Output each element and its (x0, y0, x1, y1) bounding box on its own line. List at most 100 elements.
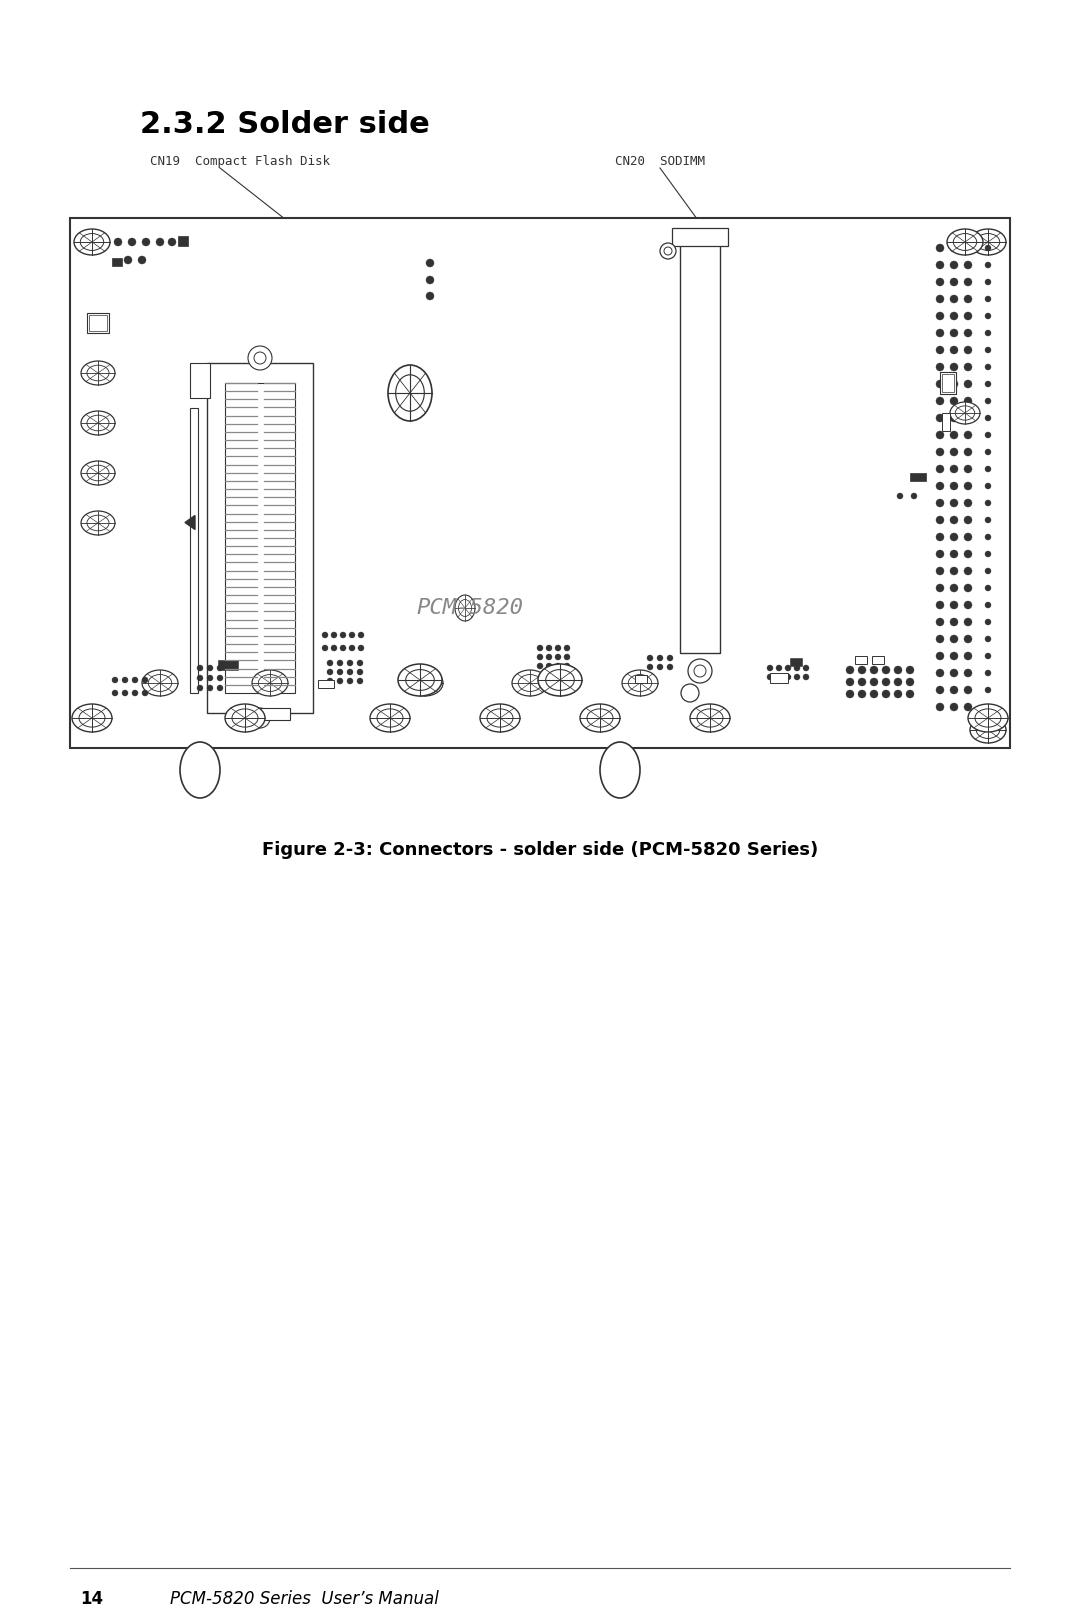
Circle shape (894, 667, 902, 675)
Circle shape (936, 482, 944, 490)
Ellipse shape (538, 663, 582, 696)
Circle shape (897, 493, 903, 498)
Circle shape (950, 516, 958, 524)
Ellipse shape (487, 709, 513, 726)
Ellipse shape (954, 233, 976, 251)
Circle shape (950, 260, 958, 269)
Circle shape (936, 448, 944, 456)
Circle shape (330, 633, 337, 637)
Circle shape (950, 346, 958, 354)
Circle shape (197, 684, 203, 691)
Ellipse shape (480, 704, 519, 731)
Ellipse shape (370, 704, 410, 731)
Circle shape (777, 665, 782, 671)
Circle shape (197, 665, 203, 671)
Circle shape (936, 566, 944, 574)
Circle shape (846, 667, 854, 675)
Circle shape (327, 678, 333, 684)
Circle shape (694, 665, 706, 676)
Circle shape (846, 689, 854, 697)
Ellipse shape (81, 411, 114, 435)
Circle shape (882, 689, 890, 697)
Bar (89, 316, 107, 332)
Circle shape (906, 689, 914, 697)
Circle shape (985, 262, 991, 269)
Ellipse shape (388, 366, 432, 421)
Ellipse shape (258, 675, 282, 691)
Ellipse shape (72, 704, 112, 731)
Bar (635, 675, 647, 683)
Circle shape (217, 665, 222, 671)
Circle shape (950, 244, 958, 252)
Ellipse shape (87, 366, 109, 380)
Circle shape (964, 652, 972, 660)
Circle shape (347, 660, 353, 667)
Circle shape (985, 620, 991, 625)
Circle shape (985, 432, 991, 438)
Circle shape (950, 278, 958, 286)
Circle shape (985, 552, 991, 557)
Circle shape (950, 362, 958, 371)
Circle shape (546, 654, 552, 660)
Bar (190, 408, 198, 693)
Circle shape (647, 655, 653, 662)
Circle shape (936, 380, 944, 388)
Circle shape (964, 414, 972, 422)
Circle shape (964, 278, 972, 286)
Circle shape (777, 675, 782, 680)
Circle shape (894, 678, 902, 686)
Circle shape (985, 466, 991, 472)
Circle shape (322, 633, 328, 637)
Circle shape (950, 566, 958, 574)
Circle shape (950, 550, 958, 558)
Ellipse shape (976, 722, 1000, 738)
Bar (178, 236, 188, 246)
Ellipse shape (690, 704, 730, 731)
Circle shape (964, 550, 972, 558)
Circle shape (357, 668, 363, 675)
Circle shape (964, 362, 972, 371)
Circle shape (564, 654, 570, 660)
Circle shape (936, 618, 944, 626)
Circle shape (950, 584, 958, 592)
Circle shape (985, 296, 991, 303)
Circle shape (964, 260, 972, 269)
Circle shape (340, 646, 346, 650)
Circle shape (936, 430, 944, 438)
Circle shape (936, 498, 944, 506)
Ellipse shape (180, 743, 220, 798)
Bar (207, 362, 313, 714)
Bar (218, 660, 238, 670)
Ellipse shape (79, 709, 105, 726)
Bar (942, 413, 950, 430)
Circle shape (426, 259, 434, 267)
Circle shape (950, 464, 958, 472)
Ellipse shape (970, 717, 1005, 743)
Circle shape (129, 238, 136, 246)
Circle shape (122, 689, 129, 696)
Circle shape (950, 702, 958, 710)
Circle shape (156, 238, 164, 246)
Ellipse shape (87, 416, 109, 430)
Ellipse shape (629, 675, 651, 691)
Circle shape (985, 568, 991, 574)
Circle shape (132, 676, 138, 683)
Circle shape (950, 482, 958, 490)
Ellipse shape (518, 675, 542, 691)
Circle shape (657, 655, 663, 662)
Ellipse shape (81, 461, 114, 485)
Circle shape (936, 584, 944, 592)
Circle shape (912, 493, 917, 498)
Circle shape (985, 602, 991, 608)
Text: 2.3.2 Solder side: 2.3.2 Solder side (140, 110, 430, 139)
Bar (942, 374, 954, 392)
Circle shape (964, 634, 972, 642)
Circle shape (964, 396, 972, 404)
Circle shape (964, 482, 972, 490)
Circle shape (950, 686, 958, 694)
Ellipse shape (395, 375, 424, 411)
Circle shape (357, 646, 364, 650)
Circle shape (936, 550, 944, 558)
Circle shape (985, 278, 991, 285)
Circle shape (337, 678, 343, 684)
